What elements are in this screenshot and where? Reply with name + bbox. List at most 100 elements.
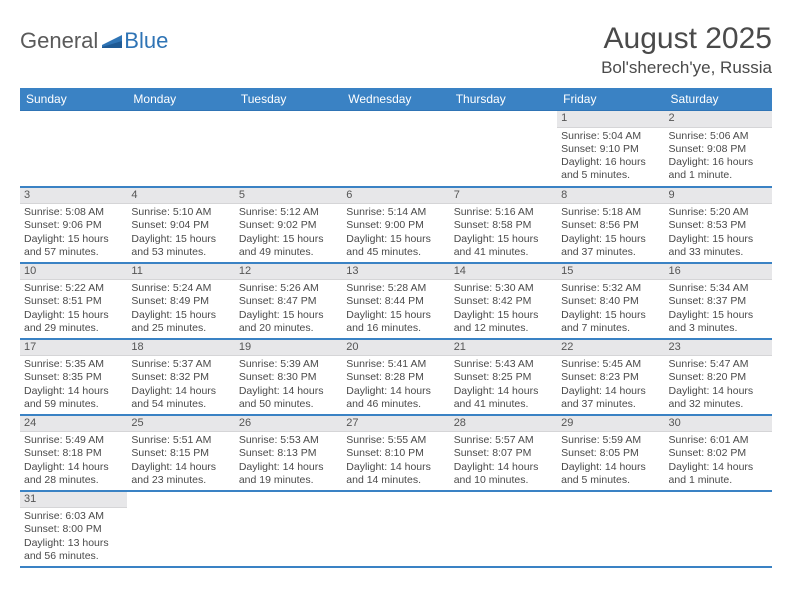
sunrise-text: Sunrise: 5:41 AM bbox=[346, 358, 445, 371]
calendar-cell: 29Sunrise: 5:59 AMSunset: 8:05 PMDayligh… bbox=[557, 415, 664, 491]
day-number: 11 bbox=[127, 264, 234, 281]
daylight-text: Daylight: 15 hours and 25 minutes. bbox=[131, 309, 230, 335]
day-body: Sunrise: 6:03 AMSunset: 8:00 PMDaylight:… bbox=[20, 508, 127, 565]
sunset-text: Sunset: 8:00 PM bbox=[24, 523, 123, 536]
sunset-text: Sunset: 9:04 PM bbox=[131, 219, 230, 232]
sunset-text: Sunset: 8:25 PM bbox=[454, 371, 553, 384]
calendar-cell: 24Sunrise: 5:49 AMSunset: 8:18 PMDayligh… bbox=[20, 415, 127, 491]
calendar-cell: 9Sunrise: 5:20 AMSunset: 8:53 PMDaylight… bbox=[665, 187, 772, 263]
day-number: 18 bbox=[127, 340, 234, 357]
day-body: Sunrise: 5:39 AMSunset: 8:30 PMDaylight:… bbox=[235, 356, 342, 413]
sunset-text: Sunset: 9:02 PM bbox=[239, 219, 338, 232]
logo: General Blue bbox=[20, 28, 168, 54]
daylight-text: Daylight: 16 hours and 5 minutes. bbox=[561, 156, 660, 182]
calendar-cell bbox=[342, 111, 449, 187]
day-body: Sunrise: 5:49 AMSunset: 8:18 PMDaylight:… bbox=[20, 432, 127, 489]
sunset-text: Sunset: 8:15 PM bbox=[131, 447, 230, 460]
sunrise-text: Sunrise: 5:08 AM bbox=[24, 206, 123, 219]
day-body: Sunrise: 5:57 AMSunset: 8:07 PMDaylight:… bbox=[450, 432, 557, 489]
day-body: Sunrise: 5:08 AMSunset: 9:06 PMDaylight:… bbox=[20, 204, 127, 261]
day-header: Sunday bbox=[20, 88, 127, 111]
sunrise-text: Sunrise: 5:24 AM bbox=[131, 282, 230, 295]
sunrise-text: Sunrise: 5:18 AM bbox=[561, 206, 660, 219]
day-body: Sunrise: 5:47 AMSunset: 8:20 PMDaylight:… bbox=[665, 356, 772, 413]
day-number: 1 bbox=[557, 111, 664, 128]
calendar-cell bbox=[665, 491, 772, 567]
day-body: Sunrise: 5:28 AMSunset: 8:44 PMDaylight:… bbox=[342, 280, 449, 337]
day-body: Sunrise: 5:45 AMSunset: 8:23 PMDaylight:… bbox=[557, 356, 664, 413]
day-number: 6 bbox=[342, 188, 449, 205]
calendar-cell: 23Sunrise: 5:47 AMSunset: 8:20 PMDayligh… bbox=[665, 339, 772, 415]
day-body: Sunrise: 5:10 AMSunset: 9:04 PMDaylight:… bbox=[127, 204, 234, 261]
day-body: Sunrise: 5:22 AMSunset: 8:51 PMDaylight:… bbox=[20, 280, 127, 337]
daylight-text: Daylight: 15 hours and 12 minutes. bbox=[454, 309, 553, 335]
sunset-text: Sunset: 8:47 PM bbox=[239, 295, 338, 308]
daylight-text: Daylight: 15 hours and 37 minutes. bbox=[561, 233, 660, 259]
calendar-cell: 22Sunrise: 5:45 AMSunset: 8:23 PMDayligh… bbox=[557, 339, 664, 415]
day-number: 31 bbox=[20, 492, 127, 509]
daylight-text: Daylight: 14 hours and 1 minute. bbox=[669, 461, 768, 487]
calendar-cell: 6Sunrise: 5:14 AMSunset: 9:00 PMDaylight… bbox=[342, 187, 449, 263]
daylight-text: Daylight: 14 hours and 5 minutes. bbox=[561, 461, 660, 487]
sunset-text: Sunset: 8:32 PM bbox=[131, 371, 230, 384]
sunset-text: Sunset: 9:08 PM bbox=[669, 143, 768, 156]
daylight-text: Daylight: 13 hours and 56 minutes. bbox=[24, 537, 123, 563]
location: Bol'sherech'ye, Russia bbox=[601, 58, 772, 78]
calendar-head: SundayMondayTuesdayWednesdayThursdayFrid… bbox=[20, 88, 772, 111]
day-body: Sunrise: 5:24 AMSunset: 8:49 PMDaylight:… bbox=[127, 280, 234, 337]
day-number: 28 bbox=[450, 416, 557, 433]
daylight-text: Daylight: 14 hours and 41 minutes. bbox=[454, 385, 553, 411]
sunset-text: Sunset: 8:07 PM bbox=[454, 447, 553, 460]
calendar-cell: 31Sunrise: 6:03 AMSunset: 8:00 PMDayligh… bbox=[20, 491, 127, 567]
calendar-cell: 25Sunrise: 5:51 AMSunset: 8:15 PMDayligh… bbox=[127, 415, 234, 491]
day-number: 2 bbox=[665, 111, 772, 128]
day-header: Thursday bbox=[450, 88, 557, 111]
sunrise-text: Sunrise: 5:06 AM bbox=[669, 130, 768, 143]
calendar-cell: 11Sunrise: 5:24 AMSunset: 8:49 PMDayligh… bbox=[127, 263, 234, 339]
sunset-text: Sunset: 9:06 PM bbox=[24, 219, 123, 232]
day-header: Monday bbox=[127, 88, 234, 111]
daylight-text: Daylight: 14 hours and 32 minutes. bbox=[669, 385, 768, 411]
day-header: Wednesday bbox=[342, 88, 449, 111]
daylight-text: Daylight: 16 hours and 1 minute. bbox=[669, 156, 768, 182]
sunset-text: Sunset: 8:10 PM bbox=[346, 447, 445, 460]
day-body: Sunrise: 5:20 AMSunset: 8:53 PMDaylight:… bbox=[665, 204, 772, 261]
calendar-cell bbox=[235, 111, 342, 187]
day-body: Sunrise: 5:41 AMSunset: 8:28 PMDaylight:… bbox=[342, 356, 449, 413]
sunrise-text: Sunrise: 5:39 AM bbox=[239, 358, 338, 371]
day-body: Sunrise: 5:04 AMSunset: 9:10 PMDaylight:… bbox=[557, 128, 664, 185]
sunrise-text: Sunrise: 5:10 AM bbox=[131, 206, 230, 219]
calendar-cell: 28Sunrise: 5:57 AMSunset: 8:07 PMDayligh… bbox=[450, 415, 557, 491]
calendar-cell: 2 Sunrise: 5:06 AMSunset: 9:08 PMDaylight… bbox=[665, 111, 772, 187]
sunset-text: Sunset: 8:51 PM bbox=[24, 295, 123, 308]
day-body: Sunrise: 5:32 AMSunset: 8:40 PMDaylight:… bbox=[557, 280, 664, 337]
day-number: 9 bbox=[665, 188, 772, 205]
day-body: Sunrise: 5:51 AMSunset: 8:15 PMDaylight:… bbox=[127, 432, 234, 489]
calendar-cell: 16Sunrise: 5:34 AMSunset: 8:37 PMDayligh… bbox=[665, 263, 772, 339]
sunset-text: Sunset: 8:23 PM bbox=[561, 371, 660, 384]
calendar-cell: 20Sunrise: 5:41 AMSunset: 8:28 PMDayligh… bbox=[342, 339, 449, 415]
day-body: Sunrise: 5:16 AMSunset: 8:58 PMDaylight:… bbox=[450, 204, 557, 261]
sunrise-text: Sunrise: 5:22 AM bbox=[24, 282, 123, 295]
calendar-cell: 19Sunrise: 5:39 AMSunset: 8:30 PMDayligh… bbox=[235, 339, 342, 415]
calendar-cell: 12Sunrise: 5:26 AMSunset: 8:47 PMDayligh… bbox=[235, 263, 342, 339]
sunrise-text: Sunrise: 5:35 AM bbox=[24, 358, 123, 371]
sunset-text: Sunset: 8:35 PM bbox=[24, 371, 123, 384]
daylight-text: Daylight: 14 hours and 28 minutes. bbox=[24, 461, 123, 487]
calendar-cell: 27Sunrise: 5:55 AMSunset: 8:10 PMDayligh… bbox=[342, 415, 449, 491]
sunset-text: Sunset: 8:58 PM bbox=[454, 219, 553, 232]
calendar-row: 3Sunrise: 5:08 AMSunset: 9:06 PMDaylight… bbox=[20, 187, 772, 263]
sunrise-text: Sunrise: 5:55 AM bbox=[346, 434, 445, 447]
sunset-text: Sunset: 8:44 PM bbox=[346, 295, 445, 308]
daylight-text: Daylight: 15 hours and 41 minutes. bbox=[454, 233, 553, 259]
calendar-cell: 30Sunrise: 6:01 AMSunset: 8:02 PMDayligh… bbox=[665, 415, 772, 491]
day-body: Sunrise: 5:18 AMSunset: 8:56 PMDaylight:… bbox=[557, 204, 664, 261]
sunset-text: Sunset: 8:37 PM bbox=[669, 295, 768, 308]
calendar-cell bbox=[127, 491, 234, 567]
calendar-cell bbox=[127, 111, 234, 187]
calendar-cell bbox=[235, 491, 342, 567]
calendar-cell: 8Sunrise: 5:18 AMSunset: 8:56 PMDaylight… bbox=[557, 187, 664, 263]
calendar-row: 1Sunrise: 5:04 AMSunset: 9:10 PMDaylight… bbox=[20, 111, 772, 187]
calendar-cell: 3Sunrise: 5:08 AMSunset: 9:06 PMDaylight… bbox=[20, 187, 127, 263]
day-body: Sunrise: 5:26 AMSunset: 8:47 PMDaylight:… bbox=[235, 280, 342, 337]
